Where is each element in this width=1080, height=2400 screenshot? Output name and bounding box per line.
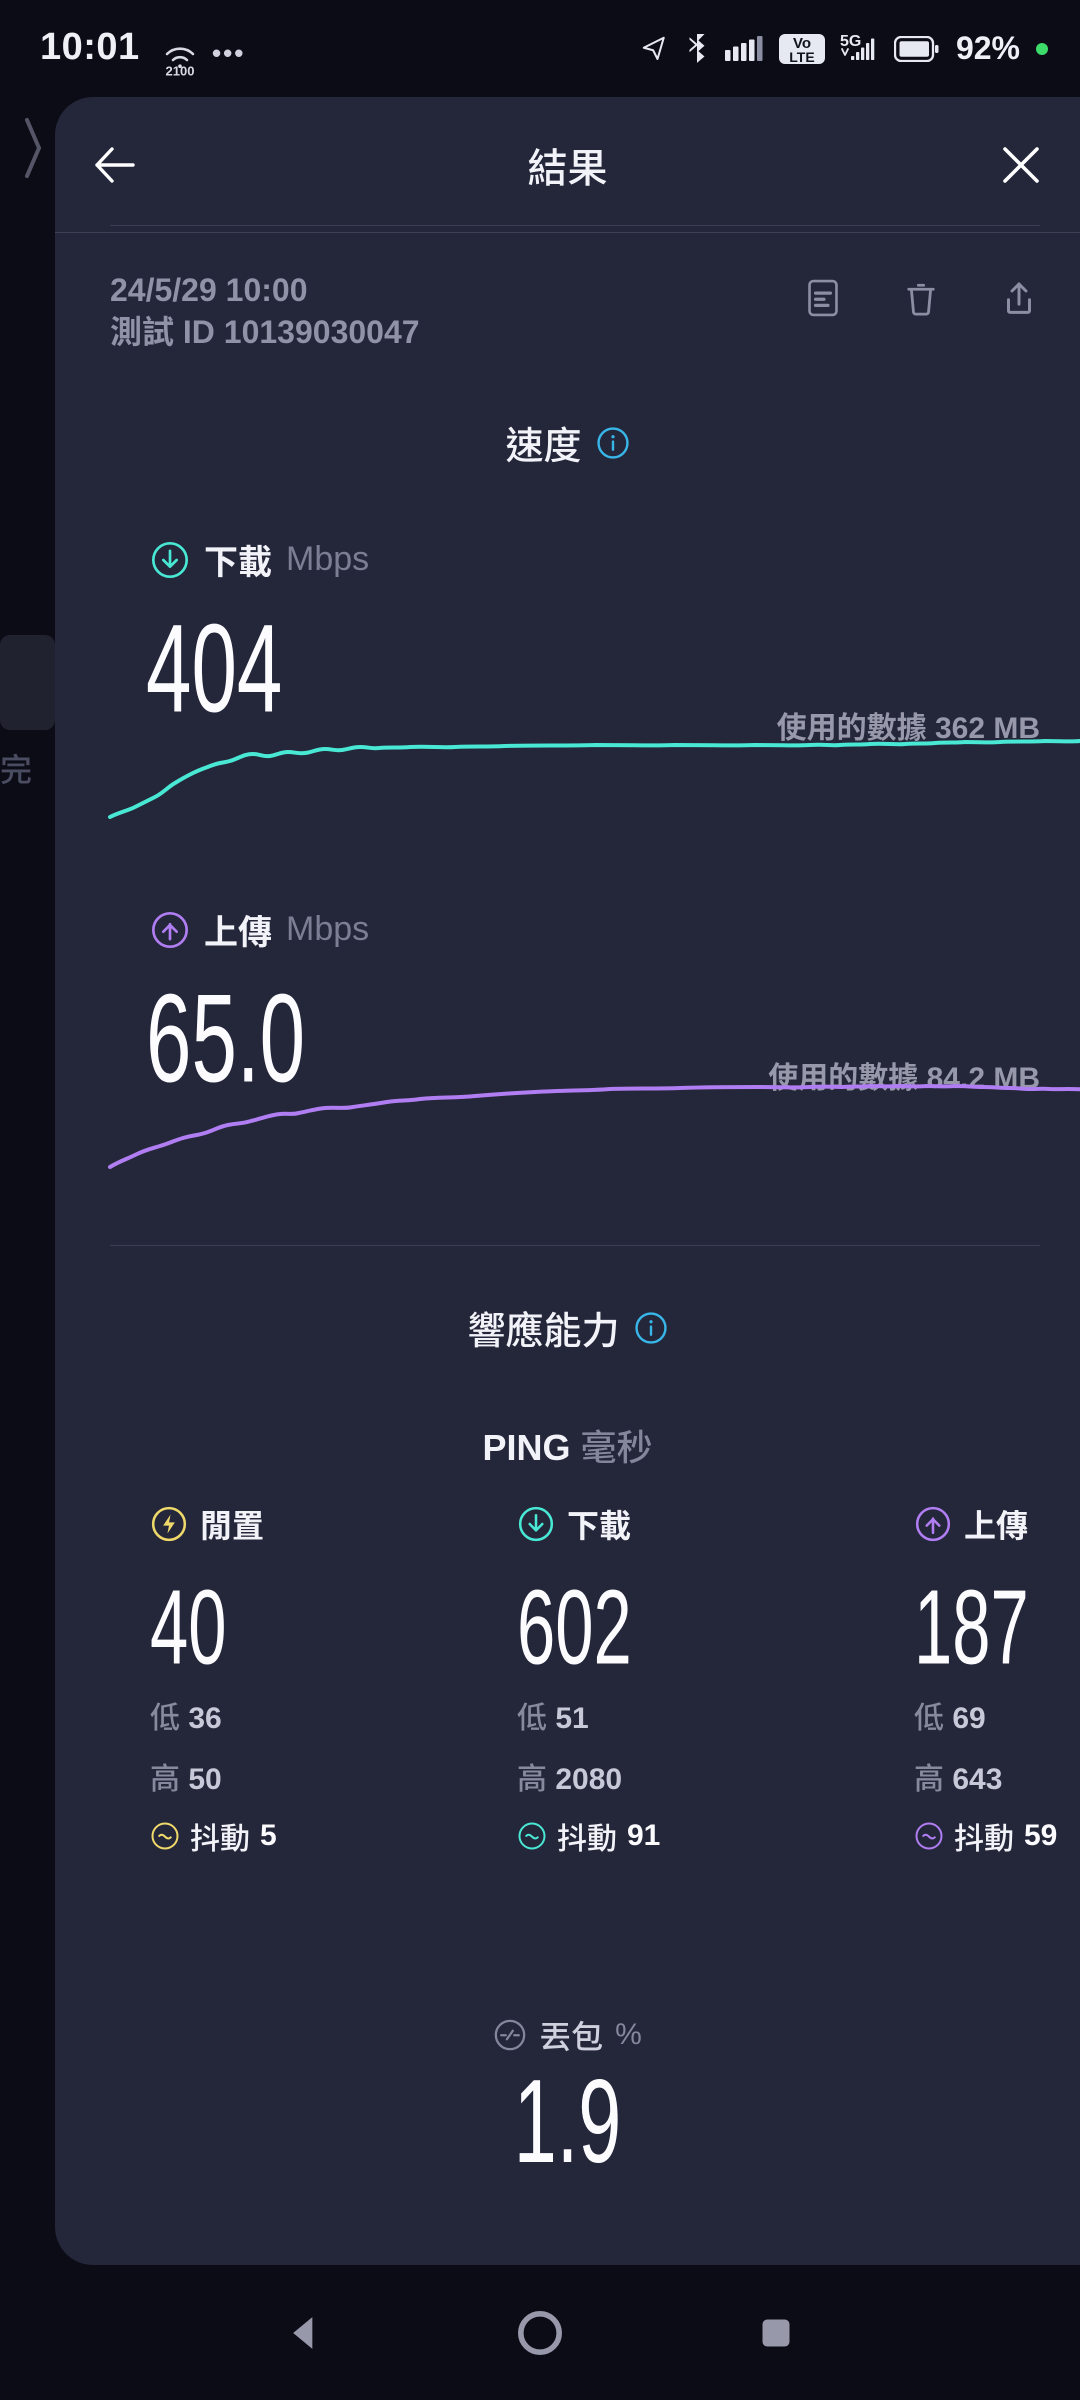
svg-text:2100: 2100 — [166, 64, 195, 77]
svg-text:LTE: LTE — [789, 49, 814, 65]
svg-text:5G: 5G — [840, 33, 861, 50]
